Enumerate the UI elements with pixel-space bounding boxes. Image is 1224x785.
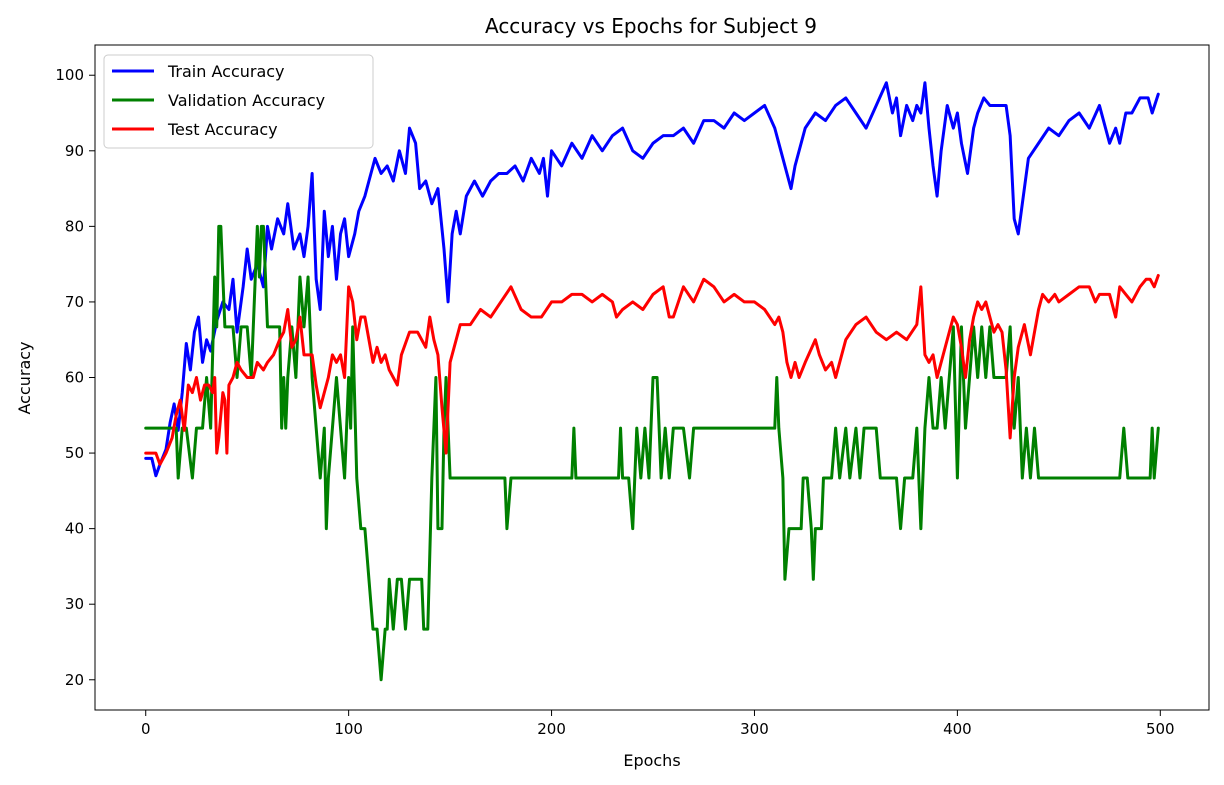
y-tick-label: 90 — [65, 142, 84, 160]
x-tick-label: 500 — [1146, 720, 1175, 738]
legend-label: Test Accuracy — [167, 120, 278, 139]
y-tick-label: 80 — [65, 217, 84, 235]
y-axis: 20 30 40 50 60 70 80 90 100 — [55, 66, 95, 689]
y-tick-label: 20 — [65, 671, 84, 689]
legend-label: Train Accuracy — [167, 62, 285, 81]
y-tick-label: 40 — [65, 520, 84, 538]
y-tick-label: 70 — [65, 293, 84, 311]
x-tick-label: 400 — [943, 720, 972, 738]
x-tick-label: 0 — [141, 720, 151, 738]
legend-box — [103, 54, 374, 149]
y-tick-label: 50 — [65, 444, 84, 462]
series-line-train-accuracy — [144, 81, 1160, 478]
legend: Train Accuracy Validation Accuracy Test Ac… — [103, 54, 374, 149]
x-axis-label: Epochs — [623, 751, 680, 770]
plot-area — [144, 81, 1160, 682]
chart-title: Accuracy vs Epochs for Subject 9 — [485, 14, 817, 38]
y-tick-label: 60 — [65, 369, 84, 387]
series-line-test-accuracy — [144, 273, 1160, 466]
x-tick-label: 300 — [740, 720, 769, 738]
x-tick-label: 200 — [537, 720, 566, 738]
legend-label: Validation Accuracy — [168, 91, 325, 110]
x-tick-label: 100 — [334, 720, 363, 738]
y-axis-label: Accuracy — [15, 341, 34, 414]
y-tick-label: 30 — [65, 595, 84, 613]
x-axis: 0 100 200 300 400 500 — [141, 710, 1175, 738]
y-tick-label: 100 — [55, 66, 84, 84]
series-line-validation-accuracy — [144, 224, 1160, 682]
